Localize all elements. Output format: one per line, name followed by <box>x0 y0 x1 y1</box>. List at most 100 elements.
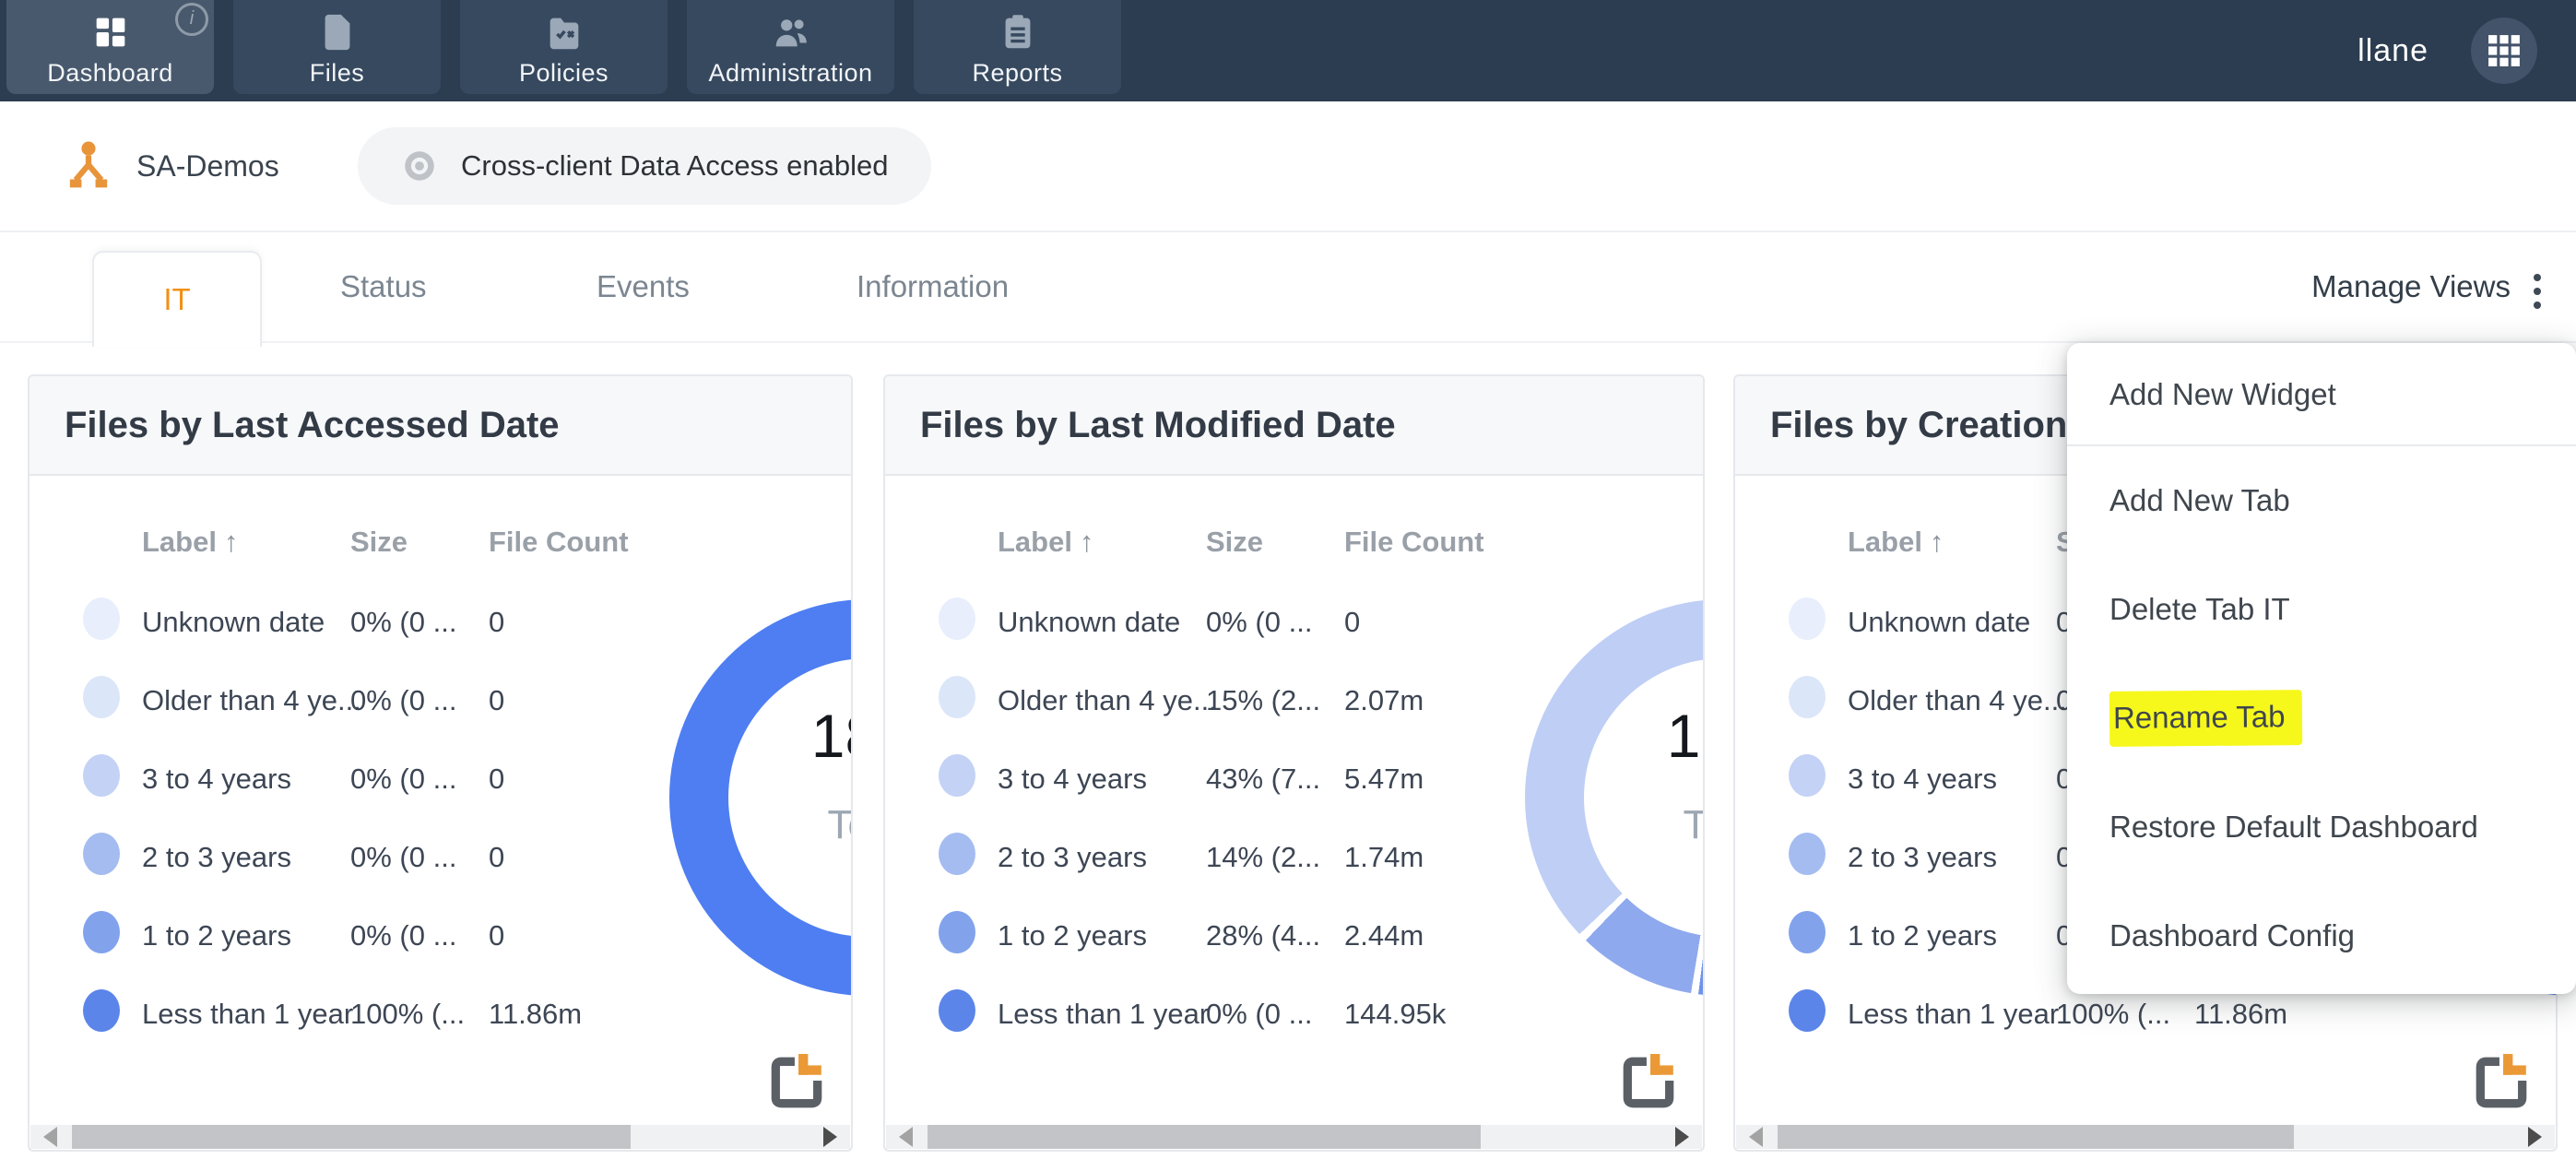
scroll-right-icon[interactable] <box>823 1127 837 1147</box>
row-label: Less than 1 year <box>998 997 1210 1030</box>
top-nav: Dashboard i Files Policies <box>0 0 2576 101</box>
row-label: 3 to 4 years <box>1848 762 1997 795</box>
client-selector[interactable]: SA-Demos <box>65 101 279 231</box>
donut-total-label: Total <box>1683 802 1704 847</box>
legend-dot <box>1789 597 1826 640</box>
horizontal-scrollbar[interactable] <box>886 1125 1702 1149</box>
column-size[interactable]: Size <box>1206 526 1264 558</box>
menu-item-dashboard-config[interactable]: Dashboard Config <box>2109 918 2355 952</box>
row-count: 11.86m <box>2194 997 2288 1030</box>
table-row: 1 to 2 years 0% (0 ... 0 <box>83 896 851 975</box>
widget-header: Files by Last Accessed Date <box>30 376 851 476</box>
dashboard-icon <box>96 18 124 47</box>
table-row: 2 to 3 years 0% (0 ... 0 <box>83 818 851 896</box>
export-widget-button[interactable] <box>766 1052 827 1113</box>
row-count: 0 <box>1344 605 1361 638</box>
tab-events[interactable]: Events <box>597 269 690 303</box>
row-label: 2 to 3 years <box>998 840 1147 873</box>
tabs-bar: IT Status Events Information Manage View… <box>0 232 2576 347</box>
scroll-left-icon[interactable] <box>43 1127 57 1147</box>
row-label: Unknown date <box>142 605 325 638</box>
clipboard-icon <box>1005 15 1030 49</box>
client-name: SA-Demos <box>136 148 279 183</box>
widget-files-by-last-modified-date: Files by Last Modified Date 18.0 Total L… <box>883 374 1705 1152</box>
donut-total-value: 18.0 <box>810 702 851 770</box>
table-row: 2 to 3 years 14% (2... 1.74m <box>939 818 1703 896</box>
column-label[interactable]: Label ↑ <box>1848 526 1944 558</box>
menu-item-restore-default-dashboard[interactable]: Restore Default Dashboard <box>2109 810 2478 844</box>
menu-item-add-new-tab[interactable]: Add New Tab <box>2109 483 2290 517</box>
column-label[interactable]: Label ↑ <box>998 526 1094 558</box>
row-label: 1 to 2 years <box>998 918 1147 952</box>
export-icon <box>771 1054 822 1108</box>
legend-dot <box>83 675 120 718</box>
menu-item-delete-tab-it[interactable]: Delete Tab IT <box>2109 592 2290 626</box>
table-row: Less than 1 year 0% (0 ... 144.95k <box>939 975 1703 1053</box>
menu-item-rename-tab[interactable]: Rename Tab <box>2067 664 2576 773</box>
legend-dot <box>83 832 120 875</box>
nav-item-administration[interactable]: Administration <box>687 0 894 94</box>
nav-item-reports[interactable]: Reports <box>914 0 1121 94</box>
nav-item-files[interactable]: Files <box>233 0 441 94</box>
export-icon <box>2476 1054 2527 1108</box>
row-label: 3 to 4 years <box>998 762 1147 795</box>
row-label: 1 to 2 years <box>1848 918 1997 952</box>
column-label[interactable]: Label ↑ <box>142 526 239 558</box>
legend-table: Label↑ Size File Count Unknown date 0% (… <box>1789 515 2556 1053</box>
widget-header: Files by Last Modified Date <box>885 376 1703 476</box>
export-widget-button[interactable] <box>1618 1052 1679 1113</box>
nav-label: Files <box>309 59 365 87</box>
info-icon[interactable]: i <box>175 3 208 36</box>
row-size: 0% (0 ... <box>1206 997 1313 1030</box>
table-row: Older than 4 ye... 15% (2... 2.07m <box>939 661 1703 739</box>
table-row: Less than 1 year 100% (... 11.86m <box>1789 975 2556 1053</box>
legend-dot <box>1789 832 1826 875</box>
legend-dot <box>939 910 975 953</box>
table-row: Unknown date 0% (0 ... 0 <box>939 583 1703 661</box>
scroll-right-icon[interactable] <box>1675 1127 1689 1147</box>
column-file-count[interactable]: File Count <box>1344 526 1484 558</box>
app-grid-button[interactable] <box>2471 18 2537 84</box>
manage-views-button[interactable]: Manage Views <box>2311 269 2511 303</box>
scroll-left-icon[interactable] <box>899 1127 913 1147</box>
legend-table: Label↑ Size File Count Unknown date 0% (… <box>83 515 851 1053</box>
org-icon <box>69 141 108 188</box>
legend-dot <box>939 753 975 797</box>
row-count: 0 <box>489 840 505 873</box>
horizontal-scrollbar[interactable] <box>1736 1125 2555 1149</box>
nav-item-dashboard[interactable]: Dashboard i <box>6 0 214 94</box>
nav-item-policies[interactable]: Policies <box>460 0 668 94</box>
legend-dot <box>83 910 120 953</box>
legend-dot <box>939 832 975 875</box>
table-row: 1 to 2 years 28% (4... 2.44m <box>939 896 1703 975</box>
nav-label: Dashboard <box>47 59 173 87</box>
file-icon <box>325 14 349 51</box>
row-count: 5.47m <box>1344 762 1424 795</box>
table-row: 3 to 4 years 0% (0 ... 0 <box>83 739 851 818</box>
column-file-count[interactable]: File Count <box>489 526 629 558</box>
column-size[interactable]: Size <box>350 526 408 558</box>
scroll-left-icon[interactable] <box>1749 1127 1763 1147</box>
row-count: 2.44m <box>1344 918 1424 952</box>
row-label: Unknown date <box>998 605 1181 638</box>
scroll-right-icon[interactable] <box>2528 1127 2542 1147</box>
horizontal-scrollbar[interactable] <box>30 1125 850 1149</box>
legend-dot <box>1789 910 1826 953</box>
kebab-menu-icon[interactable] <box>2519 264 2556 319</box>
tab-status[interactable]: Status <box>340 269 427 303</box>
scrollbar-thumb[interactable] <box>72 1125 631 1149</box>
tab-it[interactable]: IT <box>92 251 262 347</box>
row-label: 1 to 2 years <box>142 918 291 952</box>
scrollbar-thumb[interactable] <box>1778 1125 2294 1149</box>
row-count: 1.74m <box>1344 840 1424 873</box>
tab-information[interactable]: Information <box>857 269 1010 303</box>
export-widget-button[interactable] <box>2471 1052 2532 1113</box>
scrollbar-thumb[interactable] <box>928 1125 1481 1149</box>
user-name[interactable]: llane <box>2357 32 2428 68</box>
sort-asc-icon: ↑ <box>1079 526 1094 558</box>
row-size: 0% (0 ... <box>350 683 457 716</box>
row-label: Older than 4 ye... <box>998 683 1217 716</box>
menu-item-add-new-widget[interactable]: Add New Widget <box>2067 345 2576 446</box>
sort-asc-icon: ↑ <box>1929 526 1944 558</box>
